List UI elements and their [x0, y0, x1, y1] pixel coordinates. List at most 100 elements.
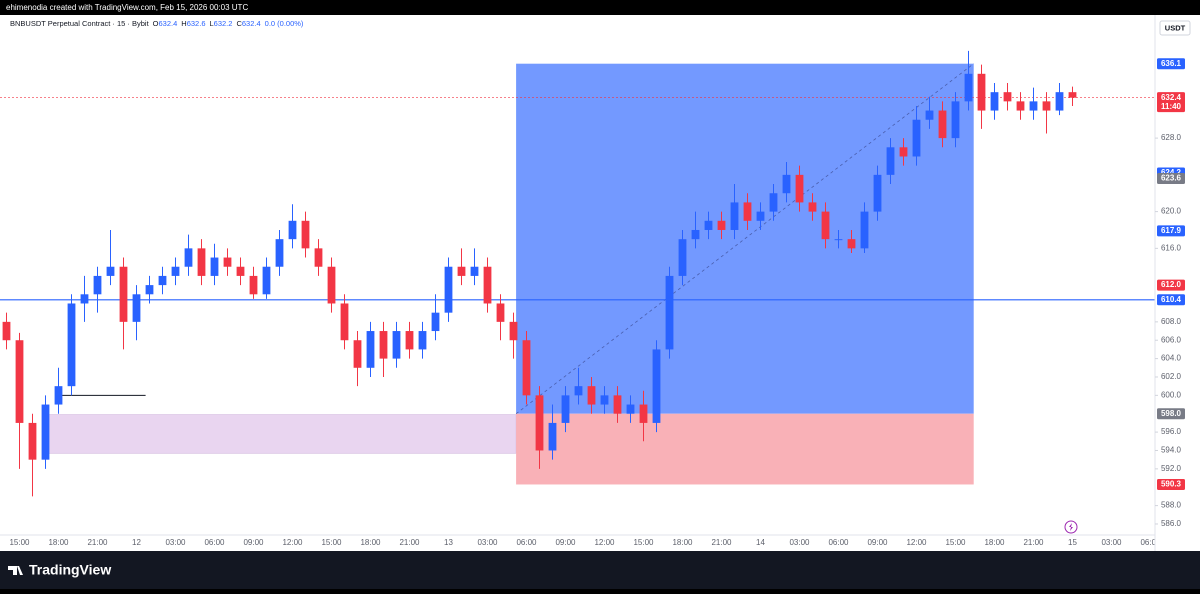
candle-body [860, 211, 869, 249]
legend-value: 632.6 [187, 19, 206, 28]
candle-body [132, 294, 141, 322]
candle-body [795, 174, 804, 203]
currency: USDT [1165, 23, 1186, 32]
candle-body [197, 248, 206, 276]
price-label-box [1157, 279, 1185, 291]
candle-body [353, 340, 362, 368]
candle-body [249, 275, 258, 295]
candle-body [301, 220, 310, 249]
x-tick-label: 06:00 [1140, 538, 1161, 547]
x-tick-label: 09:00 [243, 538, 264, 547]
price-label-box [1157, 225, 1185, 237]
alert-bolt [1069, 523, 1073, 531]
candle-body [587, 386, 596, 405]
candle-body [691, 229, 700, 240]
candle-body [756, 211, 765, 221]
top-bar [0, 0, 1200, 15]
y-tick-label: 602.0 [1161, 372, 1182, 381]
candle-body [873, 174, 882, 212]
candle-body [990, 92, 999, 111]
price-label: 590.3 [1161, 480, 1182, 489]
legend-change: 0.0 (0.00%) [265, 19, 304, 28]
candle-body [379, 331, 388, 359]
x-tick-label: 14 [756, 538, 765, 547]
candle-body [925, 110, 934, 120]
candle-body [93, 275, 102, 295]
y-tick-label: 594.0 [1161, 446, 1182, 455]
x-tick-label: 13 [444, 538, 453, 547]
x-tick-label: 09:00 [867, 538, 888, 547]
candle-body [418, 331, 427, 350]
x-tick-label: 03:00 [165, 538, 186, 547]
candle-body [41, 404, 50, 460]
candle-body [483, 266, 492, 304]
candle-body [457, 266, 466, 276]
legend-symbol: BNBUSDT Perpetual Contract · 15 · Bybit [10, 19, 150, 28]
x-tick-label: 18:00 [672, 538, 693, 547]
x-tick-label: 06:00 [204, 538, 225, 547]
candle-body [275, 239, 284, 267]
candle-body [899, 147, 908, 157]
candle-body [730, 202, 739, 230]
candle-body [639, 404, 648, 423]
candle-body [821, 211, 830, 240]
legend: BNBUSDT Perpetual Contract · 15 · Bybit O… [10, 19, 304, 28]
x-tick-label: 06:00 [828, 538, 849, 547]
candle-body [1016, 101, 1025, 111]
candle-body [652, 349, 661, 423]
candle-body [67, 303, 76, 387]
y-tick-label: 608.0 [1161, 317, 1182, 326]
candle-body [938, 110, 947, 139]
x-tick-label: 18:00 [360, 538, 381, 547]
x-tick-label: 09:00 [555, 538, 576, 547]
x-tick-label: 21:00 [87, 538, 108, 547]
candle-body [834, 239, 843, 241]
candle-body [613, 395, 622, 414]
x-tick-label: 12 [132, 538, 141, 547]
candle-body [743, 202, 752, 221]
price-label: 617.9 [1161, 226, 1182, 235]
alert-icon[interactable] [1064, 520, 1078, 534]
x-tick-label: 12:00 [282, 538, 303, 547]
x-tick-label: 21:00 [711, 538, 732, 547]
price-label: 636.1 [1161, 59, 1182, 68]
candle-body [80, 294, 89, 304]
x-tick-label: 15 [1068, 538, 1077, 547]
logo [8, 566, 23, 575]
legend-key: L [210, 19, 214, 28]
x-tick-label: 15:00 [321, 538, 342, 547]
candle-body [106, 266, 115, 276]
legend-value: 632.2 [214, 19, 233, 28]
legend-key: O [153, 19, 159, 28]
candle-body [847, 239, 856, 249]
y-tick-label: 592.0 [1161, 464, 1182, 473]
candle-body [1055, 92, 1064, 111]
x-tick-label: 18:00 [48, 538, 69, 547]
candle-body [15, 340, 24, 423]
candle-body [262, 266, 271, 295]
price-label: 610.4 [1161, 295, 1182, 304]
candle-body [509, 321, 518, 341]
x-tick-label: 18:00 [984, 538, 1005, 547]
x-tick-label: 21:00 [399, 538, 420, 547]
candle-body [340, 303, 349, 341]
currency-box [1159, 20, 1191, 36]
candle-body [535, 395, 544, 451]
candle-body [1042, 101, 1051, 111]
candle-body [808, 202, 817, 212]
candle-body [405, 331, 414, 350]
candle-body [678, 239, 687, 276]
countdown: 11:40 [1161, 102, 1182, 111]
position-loss [516, 413, 974, 485]
y-tick-label: 606.0 [1161, 335, 1182, 344]
candle-body [236, 266, 245, 276]
candle-body [496, 303, 505, 322]
candle-body [223, 257, 232, 267]
price-label-box [1157, 478, 1185, 490]
price-label-box [1157, 58, 1185, 70]
last-price-box [1157, 92, 1185, 113]
x-tick-label: 03:00 [1101, 538, 1122, 547]
brand: TradingView [29, 562, 111, 578]
